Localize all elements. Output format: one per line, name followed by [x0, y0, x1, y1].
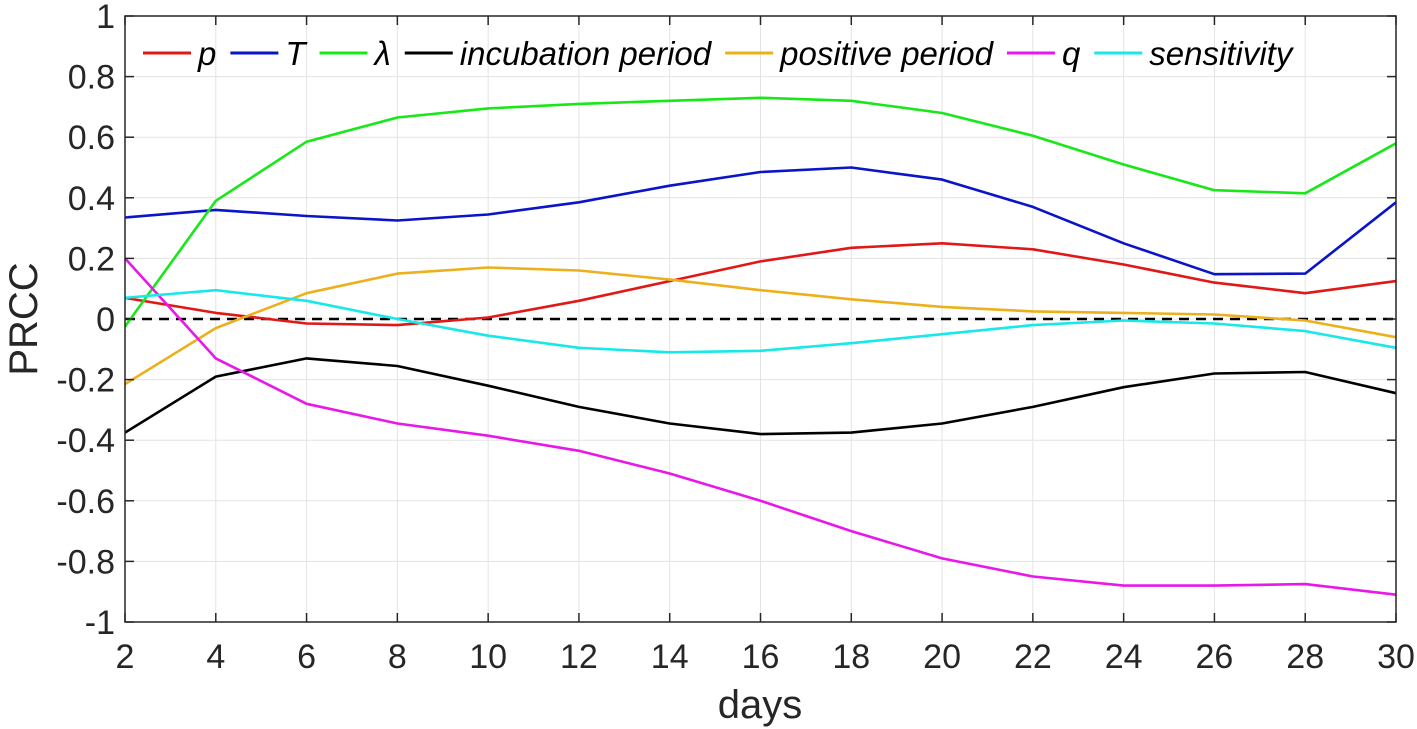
- y-tick-label: -1: [85, 604, 115, 642]
- y-axis-ticks: -1 -0.8 -0.6 -0.4 -0.2 0 0.2 0.4 0.6 0.8 1: [56, 0, 1396, 642]
- x-tick-label: 8: [388, 638, 407, 676]
- x-tick-label: 20: [923, 638, 961, 676]
- series-line-6: [124, 288, 1397, 354]
- y-tick-label: -0.6: [56, 483, 115, 521]
- x-tick-label: 30: [1377, 638, 1415, 676]
- legend-label-0: p: [197, 35, 216, 72]
- x-tick-label: 14: [651, 638, 689, 676]
- x-axis-title: days: [718, 683, 803, 727]
- x-tick-label: 10: [469, 638, 507, 676]
- series-line-4: [124, 266, 1397, 386]
- x-tick-label: 18: [832, 638, 870, 676]
- y-tick-label: 0.8: [68, 59, 115, 97]
- series-lines: [123, 96, 1397, 596]
- legend-label-1: T: [285, 35, 308, 72]
- series-line-3: [124, 357, 1397, 436]
- y-tick-label: -0.2: [56, 362, 115, 400]
- legend-label-4: positive period: [779, 35, 994, 72]
- x-tick-label: 6: [297, 638, 316, 676]
- y-tick-label: -0.8: [56, 543, 115, 581]
- x-tick-label: 4: [206, 638, 225, 676]
- y-tick-label: 0.4: [68, 180, 115, 218]
- x-tick-label: 26: [1196, 638, 1234, 676]
- legend-label-5: q: [1062, 35, 1081, 72]
- series-line-5: [124, 257, 1397, 596]
- x-tick-label: 24: [1105, 638, 1143, 676]
- series-line-2: [123, 96, 1397, 328]
- y-tick-label: 0.6: [68, 119, 115, 157]
- y-tick-label: 0: [96, 301, 115, 339]
- legend-label-2: λ: [373, 35, 391, 72]
- legend-label-6: sensitivity: [1149, 35, 1295, 72]
- y-axis-title: PRCC: [2, 262, 46, 375]
- y-tick-label: 0.2: [68, 240, 115, 278]
- series-line-0: [124, 242, 1397, 327]
- x-tick-label: 28: [1286, 638, 1324, 676]
- x-tick-label: 12: [560, 638, 598, 676]
- series-line-1: [124, 166, 1397, 276]
- x-tick-label: 2: [116, 638, 135, 676]
- legend-label-3: incubation period: [460, 35, 713, 72]
- x-tick-label: 22: [1014, 638, 1052, 676]
- y-tick-label: 1: [96, 0, 115, 36]
- y-tick-label: -0.4: [56, 422, 115, 460]
- x-tick-label: 16: [742, 638, 780, 676]
- x-axis-ticks: 2 4 6 8 10 12 14 16 18 20 22 24 26 28 30: [116, 16, 1415, 676]
